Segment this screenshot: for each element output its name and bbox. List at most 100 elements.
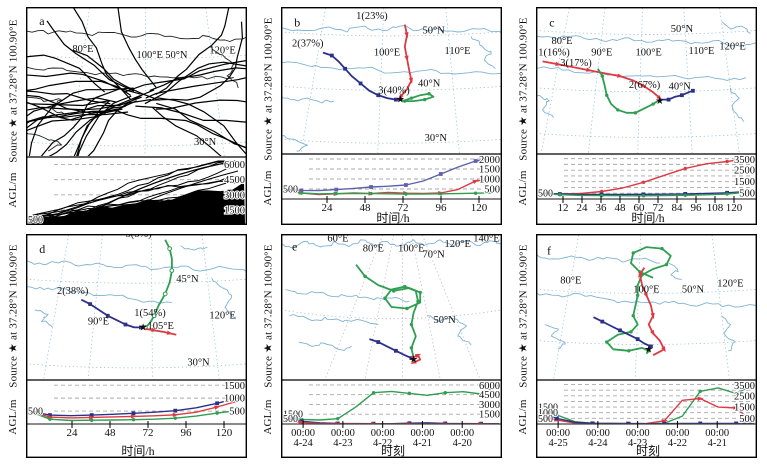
marker-dot — [403, 284, 407, 289]
marker-square — [88, 302, 92, 306]
geo-label: 100°E — [633, 284, 659, 295]
panel-y-labels: Source ★ at 37.28°N 100.90°E AGL/m — [512, 234, 536, 458]
marker-dot — [427, 92, 431, 96]
marker-dot — [371, 391, 376, 395]
marker-square — [131, 411, 136, 416]
marker-arrow — [733, 405, 740, 410]
marker-arrow — [46, 414, 54, 419]
agl-right-label: 1500 — [479, 165, 500, 176]
trajectory-cluster — [144, 239, 173, 329]
trajectory — [123, 59, 246, 93]
marker-square — [335, 421, 340, 424]
source-star-icon: ★ — [409, 355, 418, 366]
geo-label: 105°E — [148, 321, 174, 332]
cluster-label: 3(17%) — [560, 58, 592, 69]
panel-a: Source ★ at 37.28°N 100.90°E AGL/m 80°E 100… — [2, 7, 247, 225]
marker-dot — [629, 330, 633, 334]
marker-arrow — [130, 414, 137, 419]
map-area: 1(16%)3(17%) 2(67%) ★ 50°N 80°E 120°E 90°E 100°… — [537, 8, 756, 153]
geo-label: 40°N — [418, 78, 441, 89]
agl-axis-label: AGL/m — [7, 172, 19, 208]
agl-right-label: 1500 — [224, 381, 245, 392]
coastline — [211, 277, 237, 320]
marker-arrow — [650, 312, 655, 320]
marker-square — [48, 413, 52, 417]
trajectory — [117, 8, 157, 88]
agl-left-label: 500 — [283, 185, 298, 196]
marker-square — [734, 421, 738, 424]
marker-dot — [627, 349, 631, 353]
map-area: 80°E 100°E 50°N 120°E 30°N — [27, 8, 246, 156]
agl-trajectory — [27, 160, 238, 219]
coastline — [27, 66, 234, 80]
agl-trajectory — [28, 189, 238, 222]
geo-label: 100°E — [374, 48, 400, 59]
agl-axis-label: AGL/m — [262, 399, 274, 436]
marker-arrow — [406, 421, 413, 424]
graticule-parallel — [282, 31, 501, 37]
agl-right-label: 3000 — [479, 400, 500, 411]
marker-dot — [409, 346, 414, 350]
panel-y-labels: Source ★ at 37.28°N 100.90°E AGL/m — [257, 7, 281, 225]
panel-border — [281, 234, 502, 458]
graticule-meridian — [683, 8, 693, 153]
agl-left-label: 500 — [538, 414, 553, 425]
source-star-icon: ★ — [655, 96, 664, 107]
cluster-label: 3(8%) — [125, 234, 152, 240]
marker-arrow — [638, 271, 644, 278]
agl-trajectory — [115, 170, 239, 215]
agl-left-label: 500 — [538, 189, 553, 200]
marker-dot — [90, 418, 94, 422]
source-star-icon: ★ — [396, 95, 405, 106]
agl-series — [283, 384, 500, 421]
marker-arrow — [89, 415, 96, 420]
panel-plot: 80°E 100°E 50°N 120°E 30°N a 500 6000 4500 3000 15… — [26, 7, 247, 225]
marker-circle — [151, 313, 157, 319]
agl-area — [27, 160, 245, 224]
tick-label-time: 00:00 — [626, 428, 650, 439]
marker-arrow — [299, 420, 306, 424]
graticule-parallel — [27, 363, 246, 369]
marker-dot — [363, 274, 367, 279]
marker-dot — [683, 193, 687, 198]
agl-right-label: 1500 — [479, 410, 500, 421]
marker-arrow — [661, 346, 666, 353]
geo-label: 100°E — [635, 48, 661, 59]
marker-dot — [664, 262, 669, 267]
x-axis-title: 时间/h — [376, 211, 409, 225]
geo-label: 120°E — [717, 279, 743, 290]
marker-square — [371, 421, 376, 424]
marker-circle — [162, 291, 168, 297]
marker-square — [691, 88, 695, 93]
agl-right-label: 1500 — [224, 205, 245, 216]
x-axis-title: 时间/h — [121, 444, 154, 458]
trajectory — [27, 97, 118, 117]
agl-right-label: 1000 — [224, 394, 245, 405]
graticule-meridian — [719, 8, 740, 153]
panel-letter: e — [292, 239, 297, 253]
coastline — [282, 61, 501, 75]
marker-square — [173, 408, 178, 413]
geo-label: 70°N — [422, 249, 445, 260]
agl-right-label: 3000 — [224, 190, 245, 201]
agl-right-label: 1500 — [734, 177, 755, 188]
marker-dot — [299, 191, 304, 195]
agl-series — [538, 397, 755, 424]
agl-area — [538, 157, 749, 198]
tick-label-date: 4-24 — [293, 438, 313, 449]
marker-square — [343, 66, 347, 71]
geo-label: 80°E — [363, 244, 384, 255]
marker-dot — [439, 192, 443, 196]
marker-dot — [641, 194, 646, 198]
marker-square — [369, 185, 373, 189]
panel-c: Source ★ at 37.28°N 100.90°E AGL/m 1(16%) 3… — [512, 7, 757, 225]
tick-label-time: 00:00 — [586, 428, 610, 439]
coastline — [537, 35, 756, 47]
marker-square — [89, 413, 94, 417]
graticule-parallel — [282, 138, 501, 144]
marker-square — [649, 344, 653, 349]
marker-square — [555, 416, 559, 421]
trajectory — [48, 112, 107, 156]
trajectory — [87, 94, 143, 156]
source-location-label: Source ★ at 37.28°N 100.90°E — [262, 244, 275, 388]
